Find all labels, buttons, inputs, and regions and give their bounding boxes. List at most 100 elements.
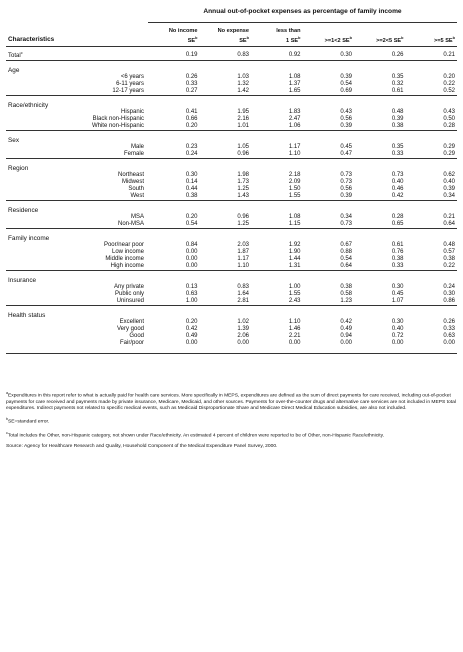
table-cell: 0.00 <box>185 340 198 347</box>
empty-cell <box>405 130 457 145</box>
footnotes: aExpenditures in this report refer to wh… <box>6 390 457 450</box>
data-table: Characteristics No income SEb No expense S… <box>6 28 457 355</box>
table-cell: 1.55 <box>288 193 301 200</box>
column-header: No expense SEb <box>217 28 249 44</box>
table-cell: 0.83 <box>237 51 249 58</box>
section-header-row: Age <box>6 60 457 75</box>
empty-cell <box>148 305 200 320</box>
table-cell: 0.30 <box>443 291 455 298</box>
table-cell: 0.66 <box>185 116 198 123</box>
table-cell: 0.63 <box>185 291 198 298</box>
section-header-row: Family income <box>6 228 457 243</box>
table-cell: 0.58 <box>340 291 352 298</box>
table-cell: 0.20 <box>185 123 198 130</box>
empty-cell <box>405 305 457 320</box>
table-cell: 0.50 <box>443 116 455 123</box>
empty-cell <box>148 60 200 75</box>
table-cell: 1.46 <box>288 326 301 333</box>
empty-cell <box>302 305 354 320</box>
table-cell: 1.01 <box>237 123 249 130</box>
section-header-row: Race/ethnicity <box>6 95 457 110</box>
table-cell: 2.21 <box>288 333 301 340</box>
section-header-row: Insurance <box>6 270 457 285</box>
empty-cell <box>148 228 200 243</box>
table-cell: 0.33 <box>391 263 404 270</box>
row-label: Female <box>123 151 144 158</box>
table-row: 6-11 years 0.33 1.32 1.37 0.54 0.32 0.22 <box>6 81 457 88</box>
table-cell: 0.56 <box>340 116 352 123</box>
empty-cell <box>302 60 354 75</box>
table-cell: 1.00 <box>288 284 301 291</box>
table-cell: 0.49 <box>340 326 352 333</box>
empty-cell <box>199 130 251 145</box>
table-cell: 0.40 <box>443 179 455 186</box>
table-cell: 0.69 <box>340 88 352 95</box>
table-cell: 0.26 <box>391 51 404 58</box>
empty-cell <box>405 270 457 285</box>
table-cell: 1.00 <box>185 298 198 305</box>
table-cell: 1.73 <box>237 179 249 186</box>
empty-cell <box>251 347 303 355</box>
empty-cell <box>251 130 303 145</box>
source-note: Source: Agency for Healthcare Research a… <box>6 443 278 449</box>
empty-cell <box>199 305 251 320</box>
empty-cell <box>405 347 457 355</box>
table-cell: 1.64 <box>237 291 249 298</box>
document-page: Annual out-of-pocket expenses as percent… <box>6 6 457 454</box>
spanner-rule <box>148 22 457 23</box>
section-header-row: Health status <box>6 305 457 320</box>
table-cell: 0.73 <box>340 179 352 186</box>
column-header: >=5 SEb <box>434 35 455 44</box>
table-cell: 2.47 <box>288 116 301 123</box>
row-label: Uninsured <box>116 298 144 305</box>
table-cell: 1.95 <box>237 109 249 116</box>
table-cell: 1.15 <box>288 221 301 228</box>
table-row: Good 0.49 2.06 2.21 0.94 0.72 0.63 <box>6 333 457 340</box>
empty-cell <box>405 95 457 110</box>
table-cell: 0.64 <box>443 221 455 228</box>
table-cell: 0.54 <box>340 81 352 88</box>
table-cell: 0.41 <box>185 109 198 116</box>
empty-cell <box>302 228 354 243</box>
table-row: Public only 0.63 1.64 1.55 0.58 0.45 0.30 <box>6 291 457 298</box>
row-label: High income <box>110 263 144 270</box>
table-cell: 1.92 <box>288 242 301 249</box>
table-cell: 1.10 <box>288 319 301 326</box>
footnote-b: bSE=standard error. <box>6 417 50 425</box>
empty-cell <box>251 200 303 215</box>
table-cell: 0.38 <box>340 284 352 291</box>
column-header: >=2<5 SEb <box>376 35 404 44</box>
table-cell: 0.00 <box>443 340 455 347</box>
table-cell: 0.42 <box>391 193 404 200</box>
table-cell: 0.21 <box>443 51 455 58</box>
table-cell: 0.00 <box>237 340 249 347</box>
table-cell: 0.88 <box>340 249 352 256</box>
table-row: Midwest 0.14 1.73 2.09 0.73 0.40 0.40 <box>6 179 457 186</box>
table-cell: 0.00 <box>288 340 301 347</box>
section-title: Region <box>6 158 148 173</box>
empty-cell <box>148 270 200 285</box>
table-cell: 0.38 <box>185 193 198 200</box>
table-cell: 0.84 <box>185 242 198 249</box>
table-cell: 0.00 <box>391 340 404 347</box>
table-cell: 2.81 <box>237 298 249 305</box>
row-label: 6-11 years <box>116 81 144 88</box>
row-label: Fair/poor <box>119 340 144 347</box>
table-cell: 0.38 <box>443 256 455 263</box>
table-cell: 1.02 <box>237 319 249 326</box>
row-label: White non-Hispanic <box>91 123 144 130</box>
table-row: MSA 0.20 0.96 1.08 0.34 0.28 0.21 <box>6 214 457 221</box>
table-cell: 0.28 <box>391 214 404 221</box>
row-label: West <box>130 193 144 200</box>
table-cell: 0.43 <box>443 109 455 116</box>
table-cell: 0.39 <box>340 193 352 200</box>
section-header-row: Sex <box>6 130 457 145</box>
table-cell: 0.42 <box>340 319 352 326</box>
table-cell: 0.54 <box>185 221 198 228</box>
section-title: Health status <box>6 305 148 320</box>
table-cell: 0.20 <box>443 74 455 81</box>
empty-cell <box>354 200 406 215</box>
table-cell: 0.34 <box>443 193 455 200</box>
empty-cell <box>302 95 354 110</box>
table-cell: 0.39 <box>391 116 404 123</box>
